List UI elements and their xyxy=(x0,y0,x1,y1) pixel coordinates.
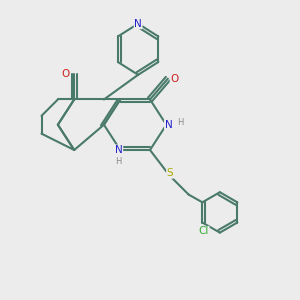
Text: H: H xyxy=(177,118,184,127)
Text: N: N xyxy=(134,19,142,29)
Text: H: H xyxy=(116,157,122,166)
Text: N: N xyxy=(165,120,172,130)
Text: N: N xyxy=(115,145,123,155)
Text: Cl: Cl xyxy=(199,226,209,236)
Text: S: S xyxy=(167,168,173,178)
Text: O: O xyxy=(62,69,70,79)
Text: O: O xyxy=(170,74,178,84)
